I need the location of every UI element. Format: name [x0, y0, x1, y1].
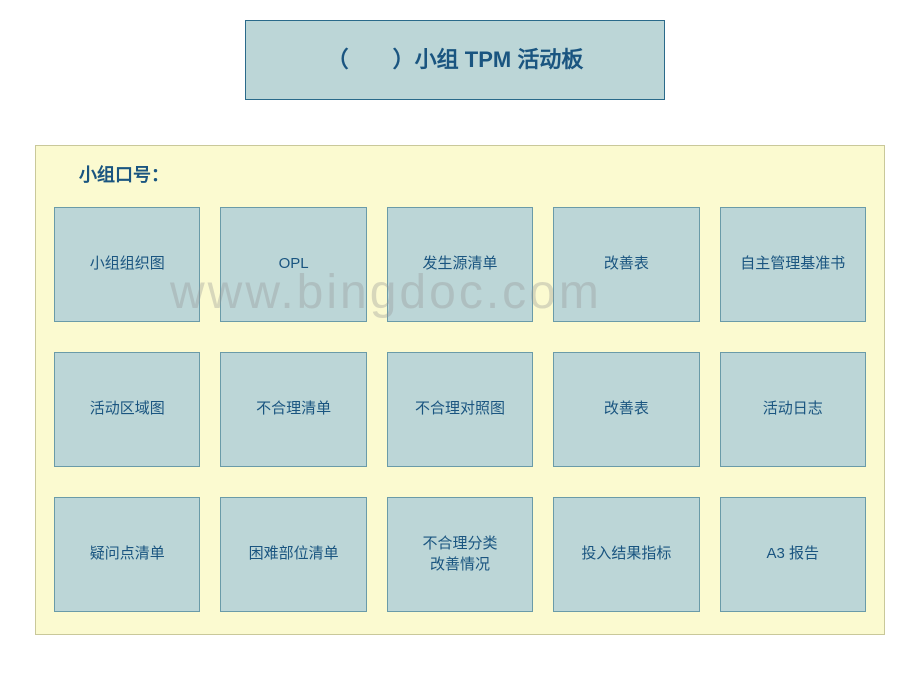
card: 改善表	[553, 207, 699, 322]
card-text: 困难部位清单	[249, 544, 339, 564]
card-text: 不合理对照图	[415, 399, 505, 419]
card: 自主管理基准书	[720, 207, 866, 322]
card-text: 发生源清单	[422, 254, 497, 274]
card: 小组组织图	[54, 207, 200, 322]
card-text: OPL	[279, 254, 309, 274]
card-text: 不合理分类改善情况	[422, 534, 497, 575]
card: 不合理分类改善情况	[387, 497, 533, 612]
card: OPL	[220, 207, 366, 322]
card-text: 改善表	[604, 399, 649, 419]
card: 不合理对照图	[387, 352, 533, 467]
card-text: 活动区域图	[90, 399, 165, 419]
card: A3 报告	[720, 497, 866, 612]
card: 困难部位清单	[220, 497, 366, 612]
card: 投入结果指标	[553, 497, 699, 612]
card: 发生源清单	[387, 207, 533, 322]
card: 疑问点清单	[54, 497, 200, 612]
card: 活动区域图	[54, 352, 200, 467]
card: 不合理清单	[220, 352, 366, 467]
card: 活动日志	[720, 352, 866, 467]
card-text: 小组组织图	[90, 254, 165, 274]
card-text: A3 报告	[767, 544, 820, 564]
title-box: （ ）小组 TPM 活动板	[245, 20, 665, 100]
card-text: 投入结果指标	[581, 544, 671, 564]
card-text: 活动日志	[763, 399, 823, 419]
card-text: 改善表	[604, 254, 649, 274]
card-text: 不合理清单	[256, 399, 331, 419]
card-grid: 小组组织图 OPL 发生源清单 改善表 自主管理基准书 活动区域图 不合理清单 …	[54, 207, 866, 612]
card-text: 自主管理基准书	[740, 254, 845, 274]
board-container: 小组口号： 小组组织图 OPL 发生源清单 改善表 自主管理基准书 活动区域图 …	[35, 145, 885, 635]
card: 改善表	[553, 352, 699, 467]
card-text: 疑问点清单	[90, 544, 165, 564]
slogan-label: 小组口号：	[79, 161, 866, 187]
title-text: （ ）小组 TPM 活动板	[327, 45, 584, 76]
